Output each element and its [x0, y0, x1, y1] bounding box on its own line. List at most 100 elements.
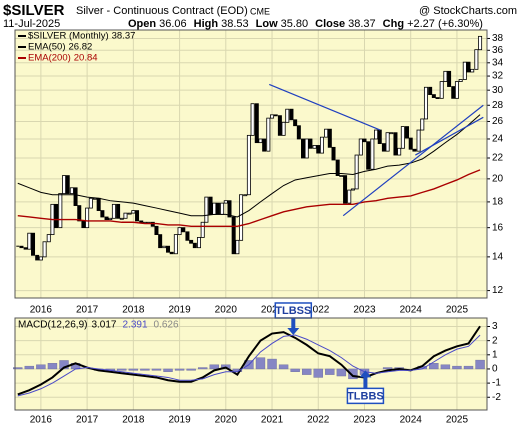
candle — [200, 221, 205, 238]
y-tick-label: 28 — [492, 100, 504, 111]
histogram-bar — [174, 368, 185, 371]
candle — [166, 245, 171, 253]
candle — [458, 79, 463, 82]
candle — [293, 119, 298, 127]
quote: Open 36.06 High 38.53 Low 35.80 Close 38.37 Chg +… — [128, 18, 483, 30]
candle — [285, 108, 290, 123]
x-tick-label: 2019 — [168, 305, 191, 316]
candle — [389, 132, 394, 135]
y-tick-label: 30 — [492, 85, 504, 96]
candle — [111, 203, 116, 219]
histogram-bar — [255, 357, 266, 370]
histogram-bar — [463, 365, 474, 370]
candle — [169, 251, 174, 255]
y-tick-label: -2 — [492, 392, 501, 403]
candle — [250, 103, 255, 136]
histogram-bar — [59, 360, 69, 370]
candle — [374, 129, 379, 140]
y-tick-label: 0 — [492, 364, 498, 375]
candle — [173, 234, 178, 255]
candle — [420, 118, 425, 131]
histogram-bar — [302, 368, 312, 375]
legend-label: MACD(12,26,9) — [18, 320, 87, 331]
annotation-text: TLBBS — [347, 390, 384, 402]
candle — [301, 138, 306, 159]
y-tick-label: 20 — [492, 173, 504, 184]
quote-value: 38.53 — [221, 18, 249, 30]
moving-average — [17, 169, 481, 227]
candle — [478, 35, 483, 51]
histogram-bar — [36, 364, 46, 370]
quote-value: 38.37 — [348, 18, 376, 30]
candle — [65, 175, 70, 194]
candle — [462, 61, 467, 80]
candle — [104, 216, 109, 221]
candle — [343, 175, 348, 204]
y-tick-label: 2 — [492, 335, 498, 346]
candle — [177, 227, 182, 236]
candle — [277, 115, 282, 136]
y-tick-label: 22 — [492, 153, 504, 164]
candle — [243, 194, 248, 197]
instrument-name: Silver - Continuous Contract (EOD) — [76, 5, 248, 17]
legend-value: 26.82 — [68, 42, 92, 53]
trendline — [415, 116, 484, 156]
candle — [350, 188, 355, 191]
candle — [377, 129, 382, 144]
y-tick-label: 34 — [492, 57, 504, 68]
candle — [412, 148, 417, 152]
candle — [347, 189, 352, 204]
candle — [181, 227, 186, 233]
x-tick-label: 2021 — [261, 305, 284, 316]
y-tick-label: 12 — [492, 285, 504, 296]
histogram-bar — [475, 359, 485, 370]
moving-average — [17, 114, 481, 218]
candle — [358, 138, 363, 156]
candle — [88, 197, 93, 209]
histogram-bar — [325, 368, 335, 375]
candle — [327, 128, 332, 148]
candle — [451, 86, 456, 99]
candle — [273, 114, 278, 117]
x-tick-label: 2022 — [307, 415, 330, 426]
x-tick-label: 2024 — [400, 305, 423, 316]
candle — [235, 239, 240, 255]
y-tick-label: 38 — [492, 33, 504, 44]
candle — [31, 232, 36, 256]
legend-label: EMA(200) — [28, 53, 71, 64]
candle — [100, 210, 105, 218]
quote-value: +2.27 (+6.30%) — [407, 18, 483, 30]
candle — [385, 132, 390, 152]
histogram-bar — [117, 368, 127, 371]
legend-value: 38.37 — [112, 31, 136, 42]
candle — [428, 86, 433, 95]
candle — [223, 200, 228, 204]
candle — [196, 237, 201, 249]
histogram-bar — [13, 367, 23, 370]
candle — [239, 194, 244, 241]
candle — [135, 210, 140, 222]
candle — [381, 143, 386, 152]
trendline — [342, 104, 484, 217]
candle — [220, 202, 225, 215]
candle — [289, 108, 294, 121]
x-tick-label: 2025 — [446, 305, 469, 316]
candle — [400, 126, 405, 149]
legend-value: 20.84 — [74, 53, 98, 64]
y-tick-label: 36 — [492, 45, 504, 56]
candle — [54, 203, 59, 229]
candle — [474, 49, 479, 70]
y-tick-label: 18 — [492, 197, 504, 208]
candle — [227, 200, 232, 218]
candle — [262, 138, 267, 152]
candle — [131, 210, 136, 214]
quote-value: 35.80 — [281, 18, 309, 30]
candle — [77, 205, 82, 222]
candle — [304, 138, 309, 159]
candle — [81, 220, 86, 229]
candle — [46, 234, 51, 243]
x-tick-label: 2016 — [30, 305, 53, 316]
candle — [435, 97, 440, 99]
histogram-bar — [186, 368, 196, 371]
candle — [308, 138, 313, 149]
